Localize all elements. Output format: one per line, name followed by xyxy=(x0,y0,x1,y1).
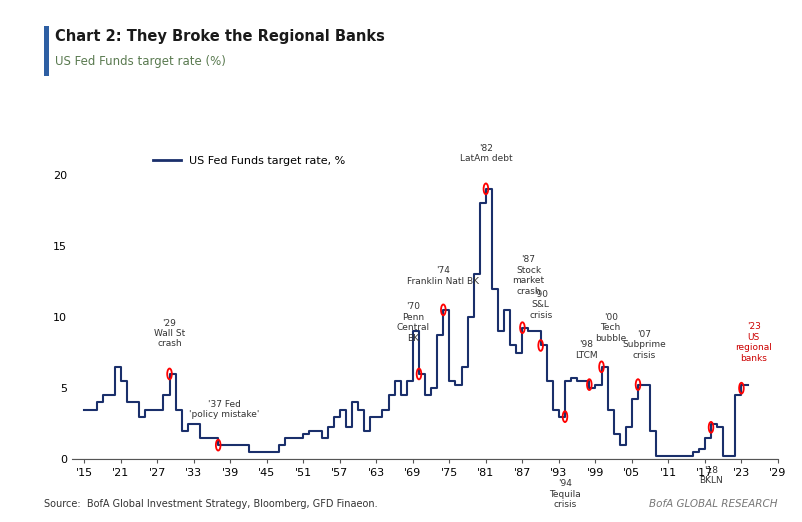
Text: '37 Fed
'policy mistake': '37 Fed 'policy mistake' xyxy=(189,400,260,420)
Text: '23
US
regional
banks: '23 US regional banks xyxy=(735,323,772,363)
Text: '18
BKLN: '18 BKLN xyxy=(699,466,723,485)
Text: Chart 2: They Broke the Regional Banks: Chart 2: They Broke the Regional Banks xyxy=(55,29,384,44)
Text: '90
S&L
crisis: '90 S&L crisis xyxy=(529,290,553,320)
Text: '94
Tequila
crisis: '94 Tequila crisis xyxy=(549,479,581,509)
Text: '98
LTCM: '98 LTCM xyxy=(575,340,597,360)
Text: '82
LatAm debt: '82 LatAm debt xyxy=(460,144,512,163)
Text: '29
Wall St
crash: '29 Wall St crash xyxy=(154,318,185,348)
Text: US Fed Funds target rate (%): US Fed Funds target rate (%) xyxy=(55,55,225,68)
Legend: US Fed Funds target rate, %: US Fed Funds target rate, % xyxy=(148,152,350,171)
Text: '07
Subprime
crisis: '07 Subprime crisis xyxy=(622,330,666,360)
Text: '70
Penn
Central
BK: '70 Penn Central BK xyxy=(396,302,429,342)
Text: Source:  BofA Global Investment Strategy, Bloomberg, GFD Finaeon.: Source: BofA Global Investment Strategy,… xyxy=(44,499,378,509)
Text: BofA GLOBAL RESEARCH: BofA GLOBAL RESEARCH xyxy=(650,499,778,509)
Text: '74
Franklin Natl BK: '74 Franklin Natl BK xyxy=(407,266,480,286)
Text: '00
Tech
bubble: '00 Tech bubble xyxy=(595,313,626,342)
Text: '87
Stock
market
crash: '87 Stock market crash xyxy=(512,255,545,295)
